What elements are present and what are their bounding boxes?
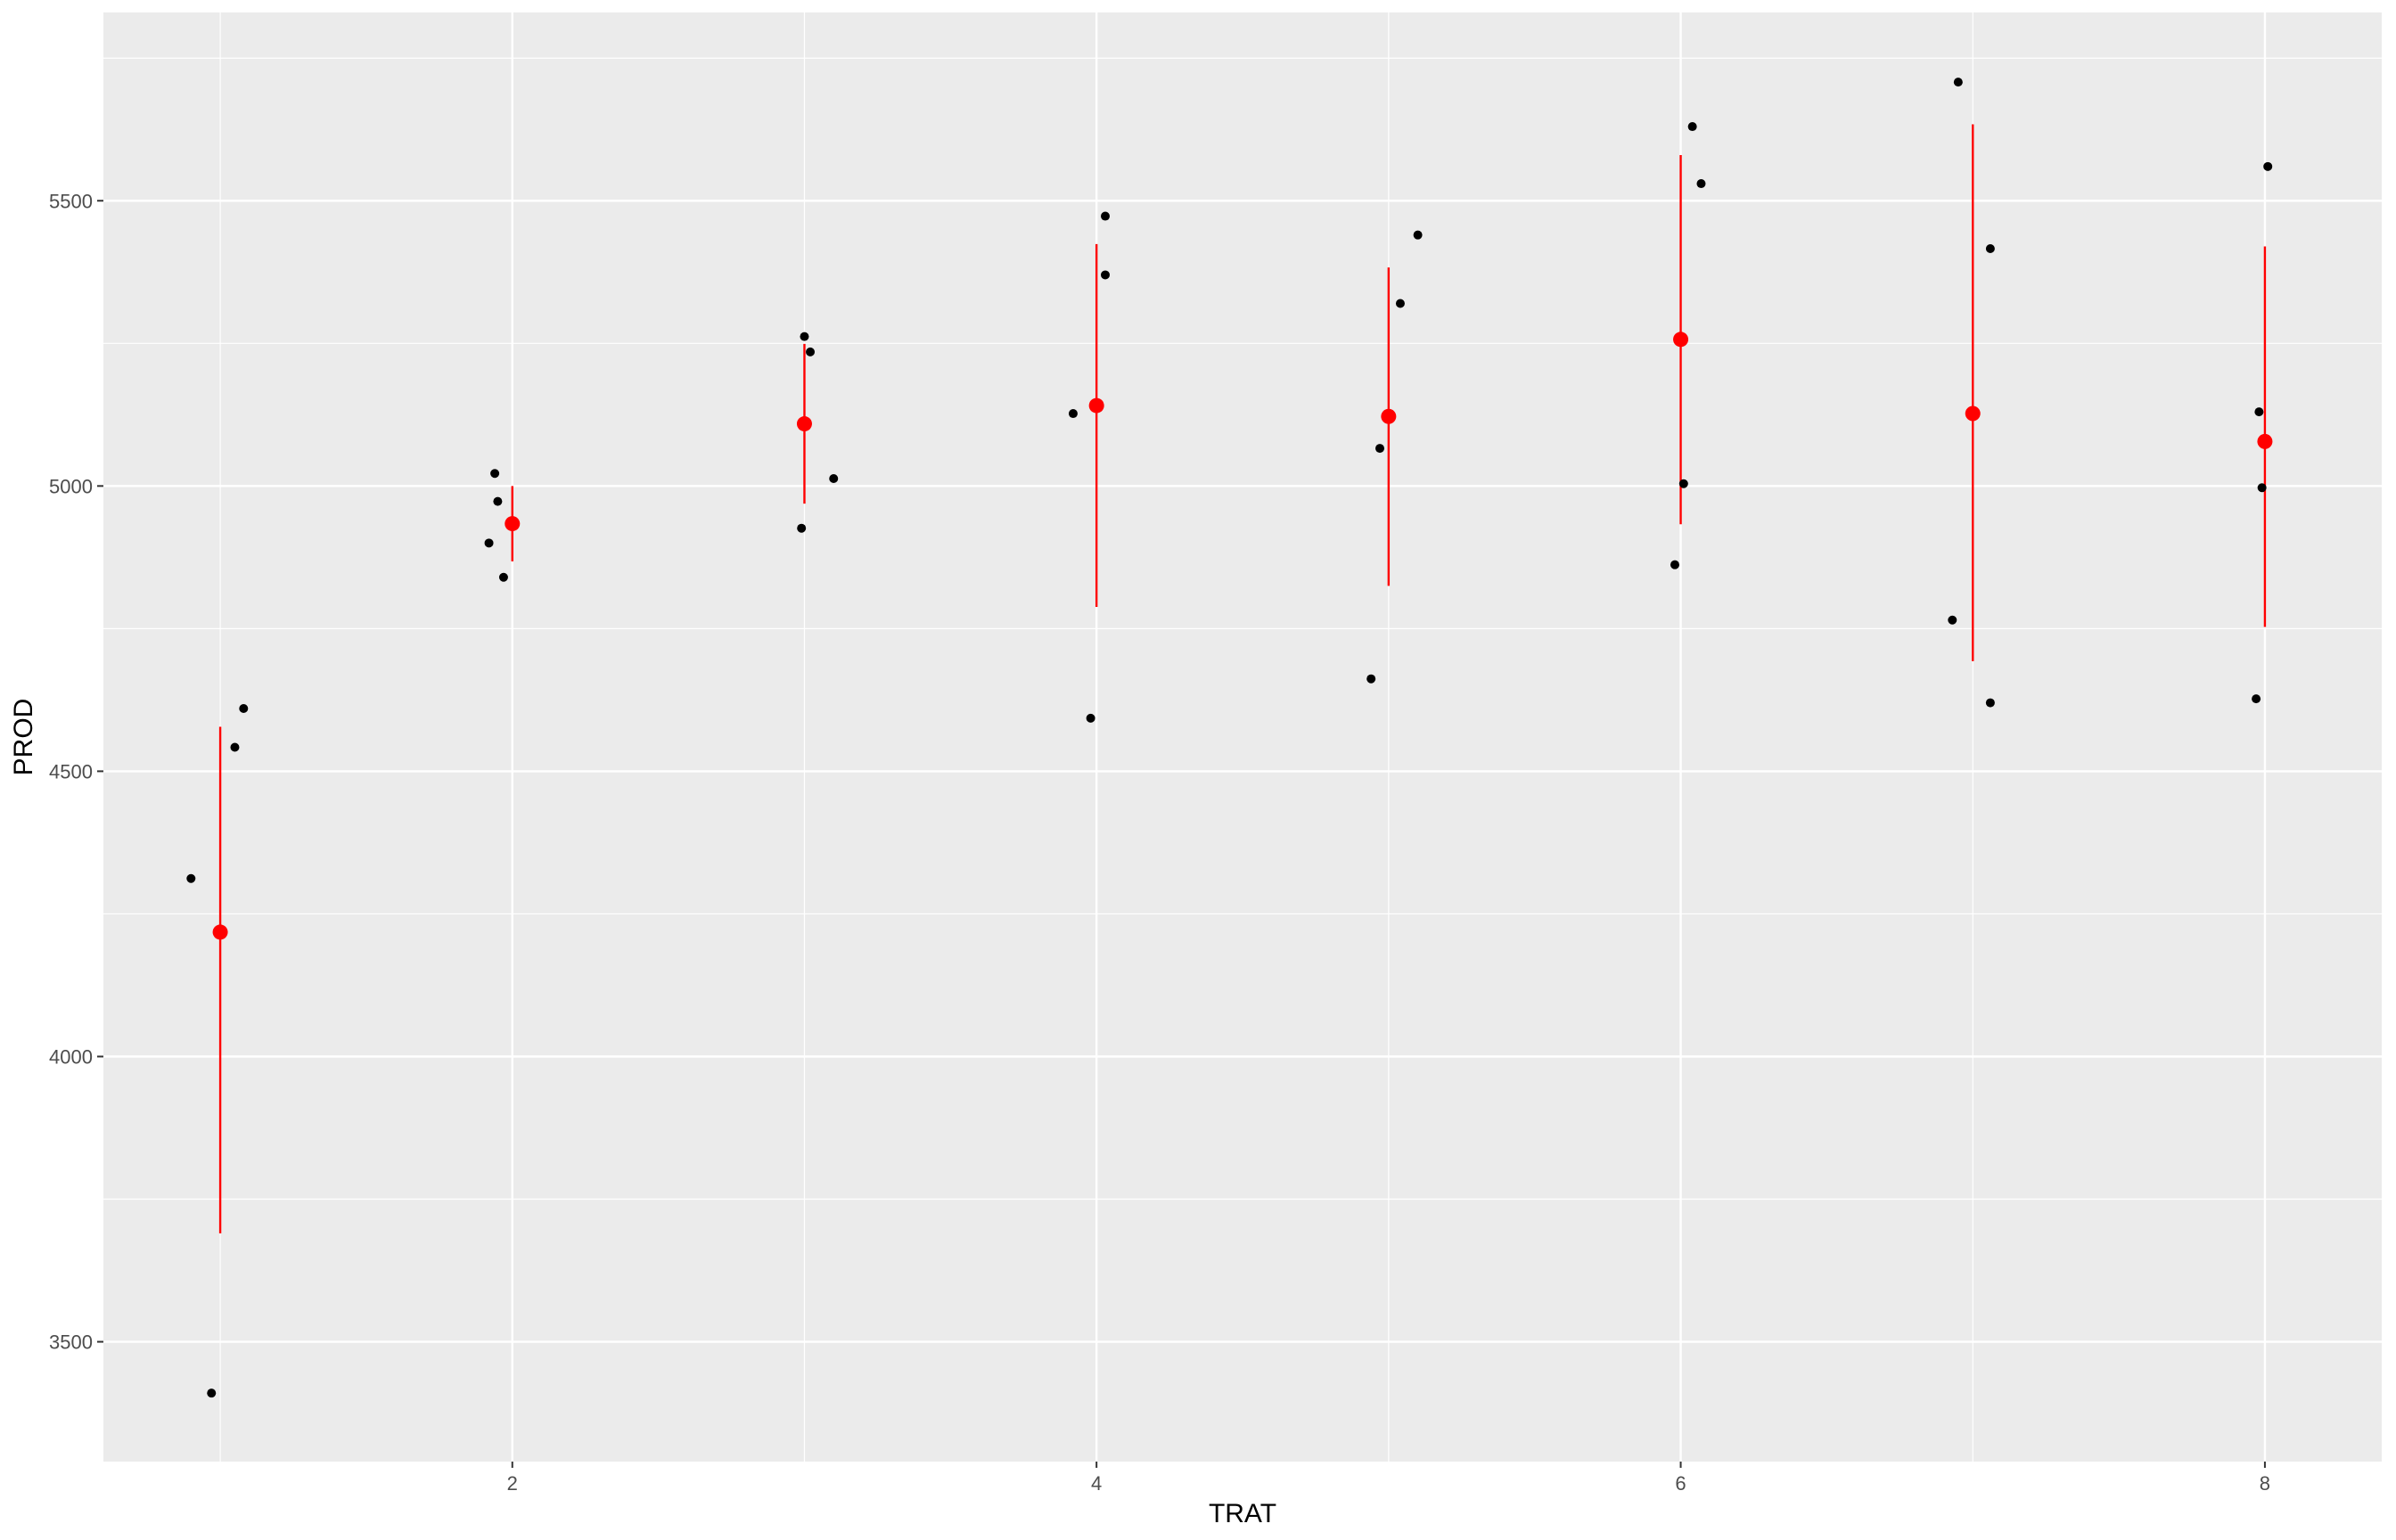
data-point (1696, 179, 1706, 189)
data-point (1395, 299, 1405, 308)
data-point (1413, 230, 1423, 240)
data-point (498, 572, 508, 582)
data-point (1100, 211, 1110, 221)
data-point (2257, 483, 2267, 493)
data-point (230, 742, 240, 752)
data-point (1068, 409, 1078, 419)
data-point (484, 538, 494, 548)
x-axis-title: TRAT (1209, 1499, 1276, 1528)
y-axis-title: PROD (9, 699, 38, 776)
data-point (1687, 122, 1697, 132)
data-point (207, 1388, 217, 1398)
data-point (1985, 244, 1995, 254)
data-point (1985, 698, 1995, 708)
mean-point (212, 924, 228, 940)
mean-point (1088, 397, 1104, 414)
data-point (1375, 444, 1385, 454)
data-point (239, 703, 249, 713)
data-point (800, 332, 809, 341)
axis-ticks: 3500 4000 4500 5000 5500 2 4 6 8 (49, 190, 2270, 1495)
y-tick-label: 3500 (49, 1331, 93, 1354)
data-point (2252, 694, 2261, 704)
grid-lines (103, 12, 2382, 1462)
data-point (1948, 615, 1957, 625)
data-point (1100, 270, 1110, 280)
data-point (1366, 674, 1376, 684)
mean-point (505, 516, 521, 532)
data-point (186, 873, 196, 883)
mean-point (1965, 405, 1981, 422)
mean-point (2257, 433, 2273, 449)
data-point (1086, 713, 1095, 723)
y-tick-label: 4000 (49, 1045, 93, 1068)
summary-layer (212, 124, 2273, 1233)
y-tick-label: 5500 (49, 190, 93, 212)
data-point (1678, 479, 1688, 488)
points-layer (186, 78, 2273, 1398)
data-point (490, 469, 500, 479)
mean-point (1673, 332, 1689, 348)
x-tick-label: 2 (507, 1472, 518, 1495)
data-point (829, 474, 839, 484)
data-point (2263, 161, 2273, 171)
y-tick-label: 4500 (49, 760, 93, 782)
data-point (2254, 407, 2264, 417)
y-tick-label: 5000 (49, 475, 93, 497)
x-tick-label: 4 (1091, 1472, 1102, 1495)
data-point (797, 523, 807, 533)
x-tick-label: 6 (1675, 1472, 1686, 1495)
x-tick-label: 8 (2260, 1472, 2270, 1495)
plot-panel (103, 12, 2382, 1462)
mean-point (796, 416, 812, 432)
data-point (493, 496, 503, 506)
data-point (1670, 560, 1679, 569)
data-point (1953, 78, 1963, 87)
data-point (806, 347, 816, 356)
mean-point (1381, 408, 1397, 424)
